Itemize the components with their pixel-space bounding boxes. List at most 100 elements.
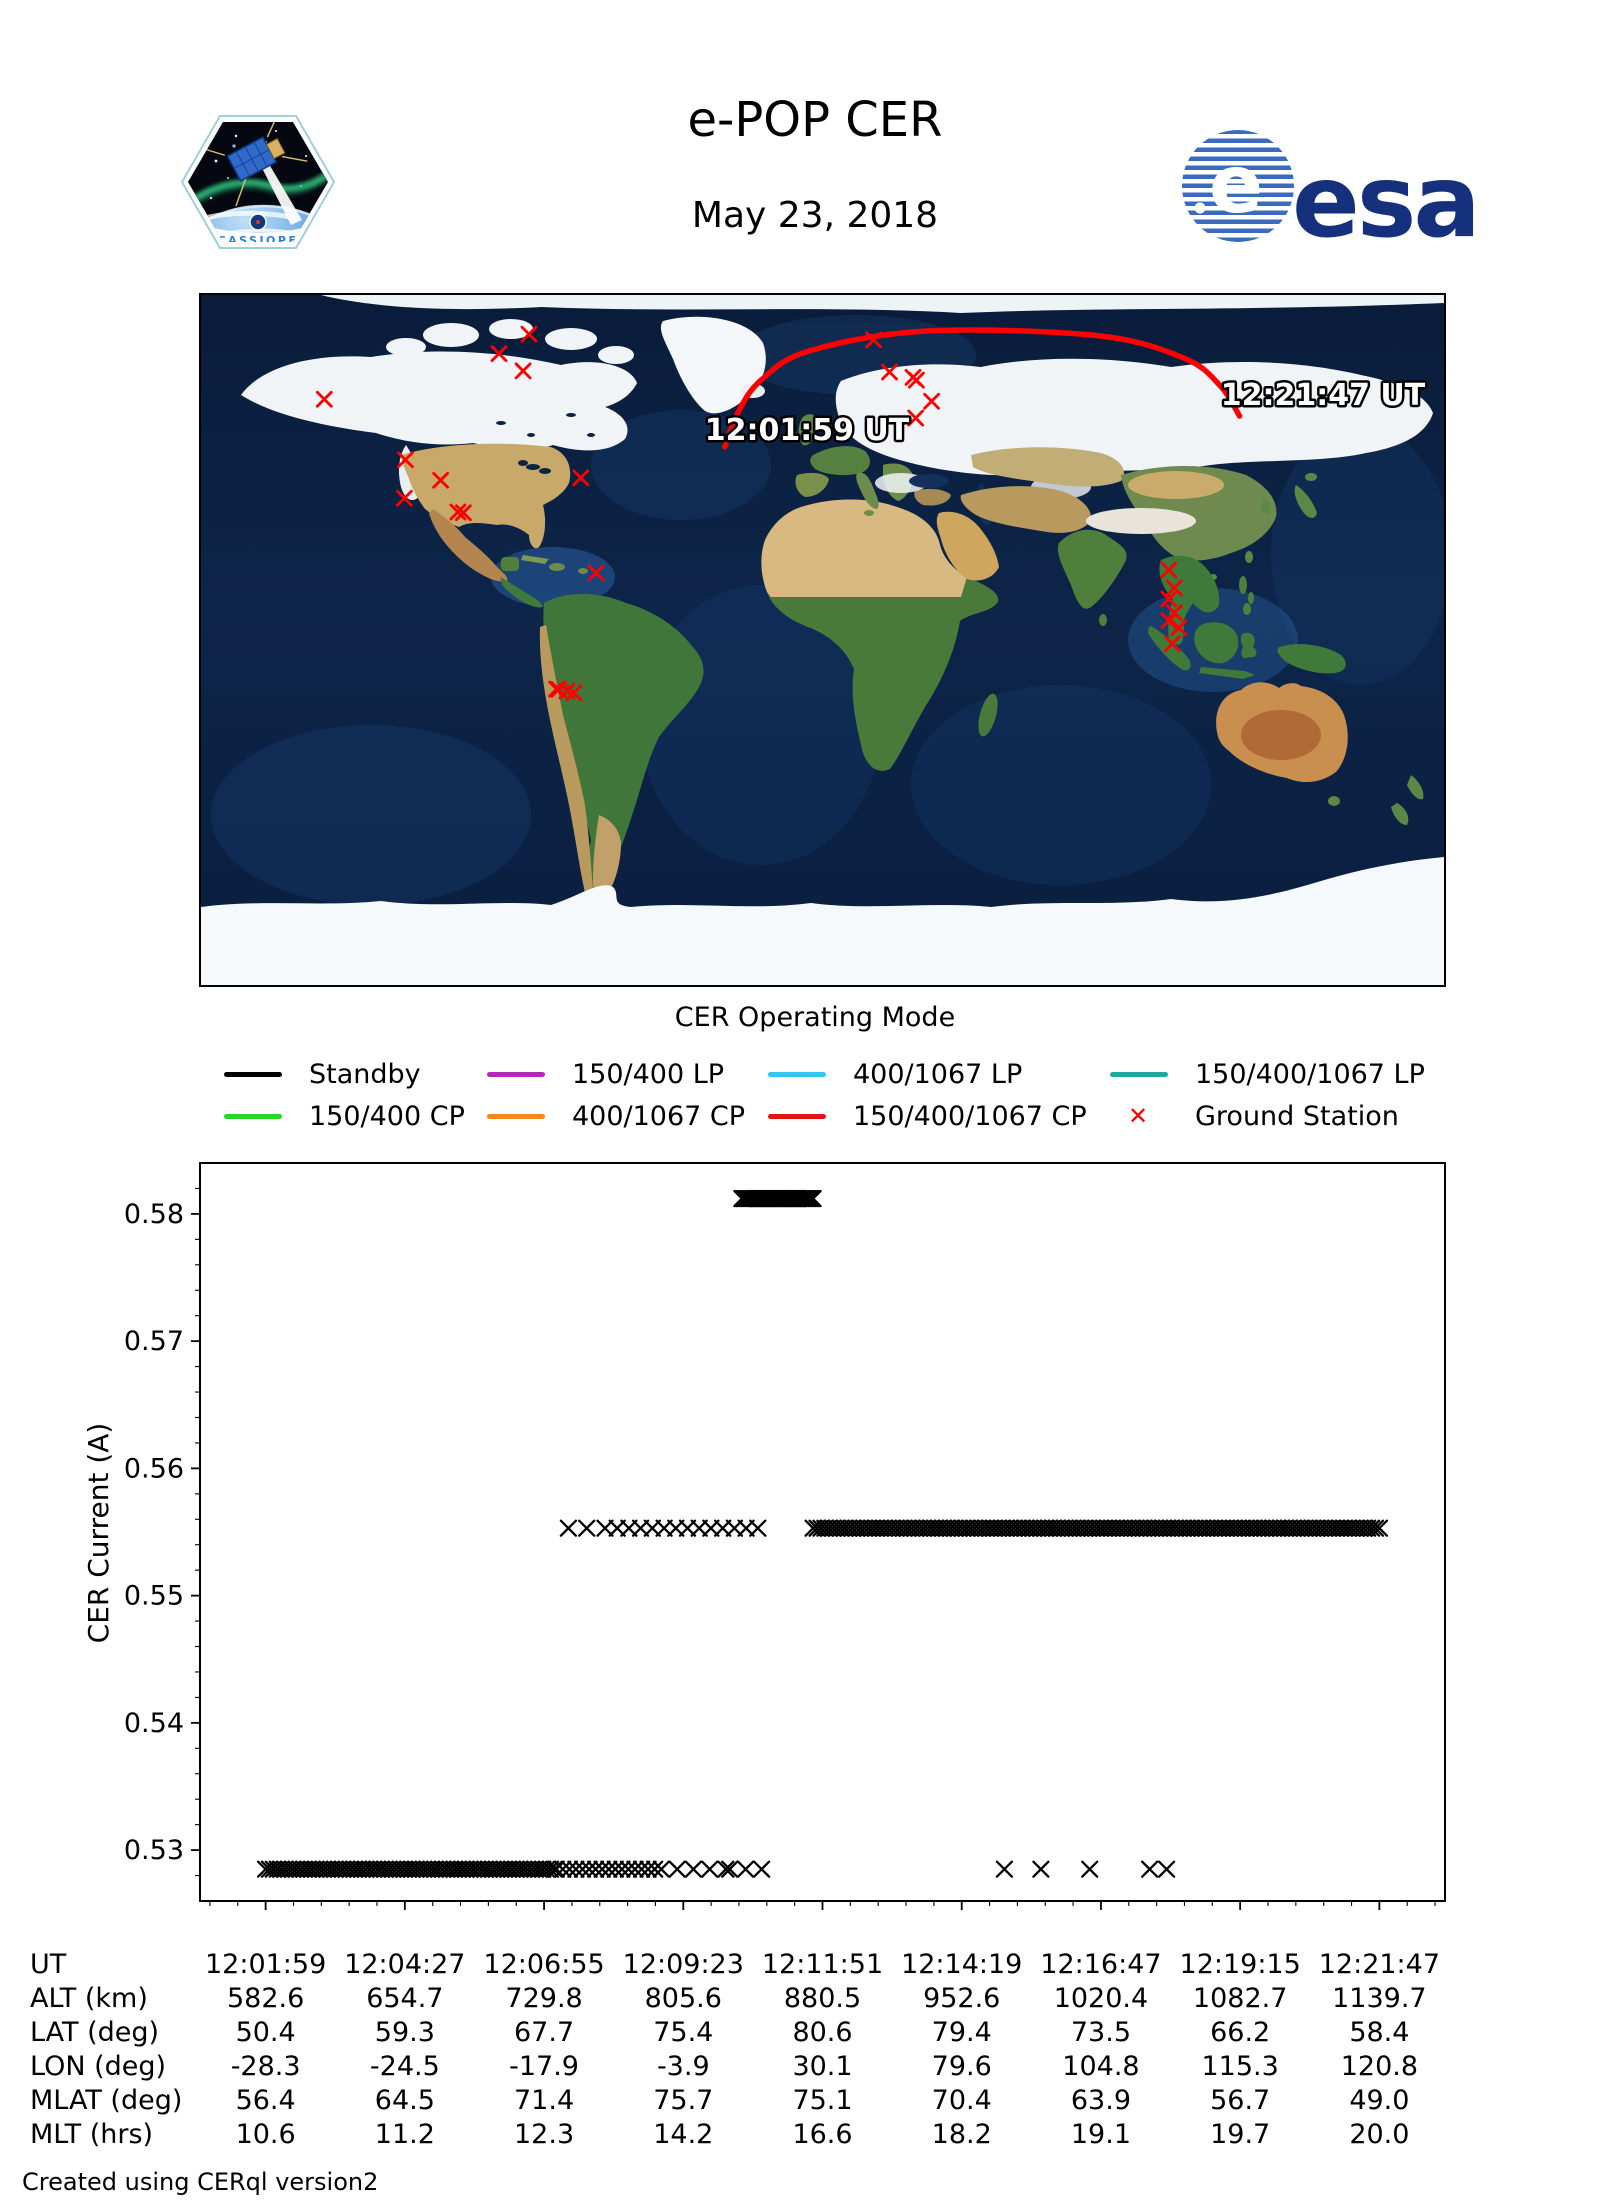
esa-logo: e esa — [1182, 130, 1481, 253]
y-tick-label: 0.57 — [124, 1326, 184, 1357]
data-point — [847, 1519, 866, 1537]
table-cell: 66.2 — [1210, 2017, 1271, 2048]
table-row: ALT (km) 582.6 654.7 729.8 805.6 880.5 952.6 10… — [0, 1982, 1600, 2016]
data-point — [1303, 1519, 1322, 1537]
continents — [201, 295, 1444, 985]
data-point — [632, 1860, 651, 1878]
axis-ticks — [191, 1187, 1436, 1910]
data-point — [1056, 1519, 1074, 1537]
data-point — [890, 1519, 909, 1537]
y-tick-label: 0.55 — [124, 1581, 184, 1612]
table-cell: 729.8 — [505, 1983, 583, 2014]
data-point — [1134, 1519, 1153, 1537]
ground-station-marker — [907, 409, 925, 427]
data-point — [973, 1519, 991, 1537]
data-point — [1315, 1519, 1333, 1537]
data-point — [1075, 1519, 1094, 1537]
table-cell: 11.2 — [374, 2119, 435, 2150]
data-point — [678, 1519, 697, 1537]
data-point — [652, 1860, 670, 1878]
satellite-ground-track — [722, 327, 1243, 450]
data-point — [902, 1519, 921, 1537]
table-cell: 75.1 — [792, 2085, 853, 2116]
data-point — [580, 1860, 598, 1878]
data-point — [690, 1519, 708, 1537]
cer-current-plot: 0.53 0.54 0.55 0.56 0.57 0.58 — [124, 1162, 1446, 1910]
data-point — [702, 1519, 720, 1537]
table-cell: 20.0 — [1349, 2119, 1410, 2150]
data-point — [717, 1860, 735, 1878]
table-cell: 58.4 — [1349, 2017, 1410, 2048]
data-point — [887, 1519, 905, 1537]
data-point — [930, 1519, 948, 1537]
table-row: MLT (hrs) 10.6 11.2 12.3 14.2 16.6 18.2 19.1 19.… — [0, 2118, 1600, 2152]
data-point — [1358, 1519, 1377, 1537]
data-point — [1229, 1519, 1247, 1537]
data-point — [1292, 1519, 1310, 1537]
ground-station-marker — [1160, 612, 1178, 630]
table-row-label: LON (deg) — [30, 2051, 167, 2082]
table-cell: 19.1 — [1070, 2119, 1131, 2150]
table-row: LAT (deg) 50.4 59.3 67.7 75.4 80.6 79.4 73.5 66.… — [0, 2016, 1600, 2050]
data-point — [835, 1519, 854, 1537]
ground-station-marker — [565, 684, 583, 702]
data-point — [573, 1860, 592, 1878]
legend-line-swatch — [768, 1114, 826, 1119]
data-point — [608, 1519, 626, 1537]
data-point — [934, 1519, 952, 1537]
data-point — [1174, 1519, 1192, 1537]
data-point — [1272, 1519, 1290, 1537]
legend-item: 150/400 CP — [224, 1102, 629, 1132]
data-point — [995, 1860, 1014, 1878]
data-point — [1052, 1519, 1070, 1537]
y-tick-label: 0.56 — [124, 1453, 184, 1484]
data-point — [1276, 1519, 1294, 1537]
data-point — [1032, 1860, 1050, 1878]
table-cell: 104.8 — [1062, 2051, 1140, 2082]
data-point — [701, 1860, 719, 1878]
data-point — [593, 1860, 611, 1878]
data-point — [1178, 1519, 1196, 1537]
data-point — [1170, 1519, 1188, 1537]
table-cell: -28.3 — [230, 2051, 301, 2082]
table-row-label: UT — [30, 1949, 67, 1980]
data-point — [725, 1519, 744, 1537]
data-point — [1048, 1519, 1066, 1537]
data-point — [1240, 1519, 1259, 1537]
y-tick-label: 0.53 — [124, 1835, 184, 1866]
data-point — [1036, 1519, 1054, 1537]
map-time-labels: 12:01:59 UT 12:21:47 UT — [702, 376, 1428, 451]
ground-station-marker — [1165, 604, 1183, 622]
data-point — [949, 1519, 968, 1537]
esa-globe-icon — [1182, 130, 1294, 242]
data-point — [1225, 1519, 1243, 1537]
data-point — [626, 1860, 644, 1878]
data-point — [596, 1519, 614, 1537]
patch-artwork: CASSIOPE — [188, 122, 328, 242]
table-cell: 79.4 — [931, 2017, 992, 2048]
table-cell: 805.6 — [644, 1983, 722, 2014]
data-point — [667, 1519, 685, 1537]
data-point — [600, 1860, 618, 1878]
data-point — [1064, 1519, 1082, 1537]
y-tick-label: 0.54 — [124, 1708, 184, 1739]
legend-x-marker: ✕ — [1128, 1102, 1149, 1130]
data-point — [1319, 1519, 1337, 1537]
patch-aurora — [188, 173, 328, 205]
data-point — [752, 1860, 771, 1878]
data-point — [1095, 1519, 1113, 1537]
table-cell: 120.8 — [1340, 2051, 1419, 2082]
data-point — [560, 1860, 579, 1878]
data-point — [1299, 1519, 1318, 1537]
data-point — [1331, 1519, 1349, 1537]
data-point — [1016, 1519, 1035, 1537]
data-point — [631, 1519, 650, 1537]
page-date: May 23, 2018 — [691, 195, 939, 236]
ground-station-marker — [315, 390, 333, 408]
data-point — [1024, 1519, 1042, 1537]
data-point — [1327, 1519, 1345, 1537]
data-point — [1111, 1519, 1129, 1537]
data-point — [906, 1519, 925, 1537]
ground-station-marker — [908, 371, 925, 389]
data-point — [1288, 1519, 1306, 1537]
